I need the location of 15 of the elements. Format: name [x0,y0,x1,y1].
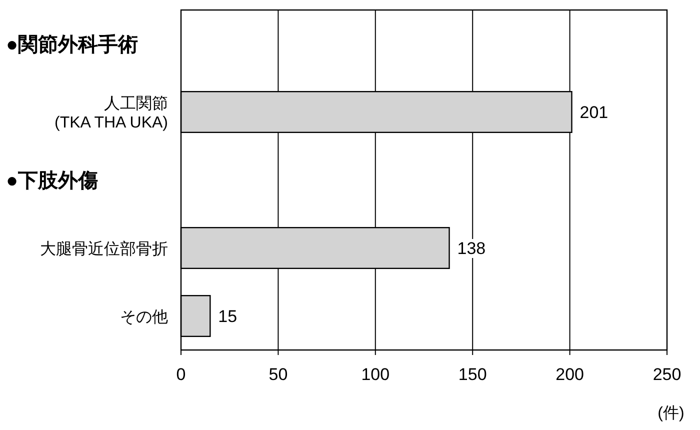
y-tick-label: 人工関節 (TKA THA UKA) [54,95,168,132]
text: ●関節外科手術 [6,33,138,56]
y-tick-label: その他 [120,309,168,326]
y-tick-label: 大腿骨近位部骨折 [40,240,168,258]
data-label: 201 [580,103,608,122]
x-tick-label: 100 [361,365,390,384]
x-tick-label: 150 [458,365,487,384]
x-tick-label: 50 [268,365,288,384]
x-tick-label: 200 [556,365,584,384]
data-label: 15 [218,307,238,326]
x-tick-label: 250 [652,365,682,384]
x-tick-label: 0 [176,365,186,384]
data-label: 138 [457,239,486,258]
text: ●下肢外傷 [6,170,98,192]
x-axis-title: (件) [658,405,684,422]
